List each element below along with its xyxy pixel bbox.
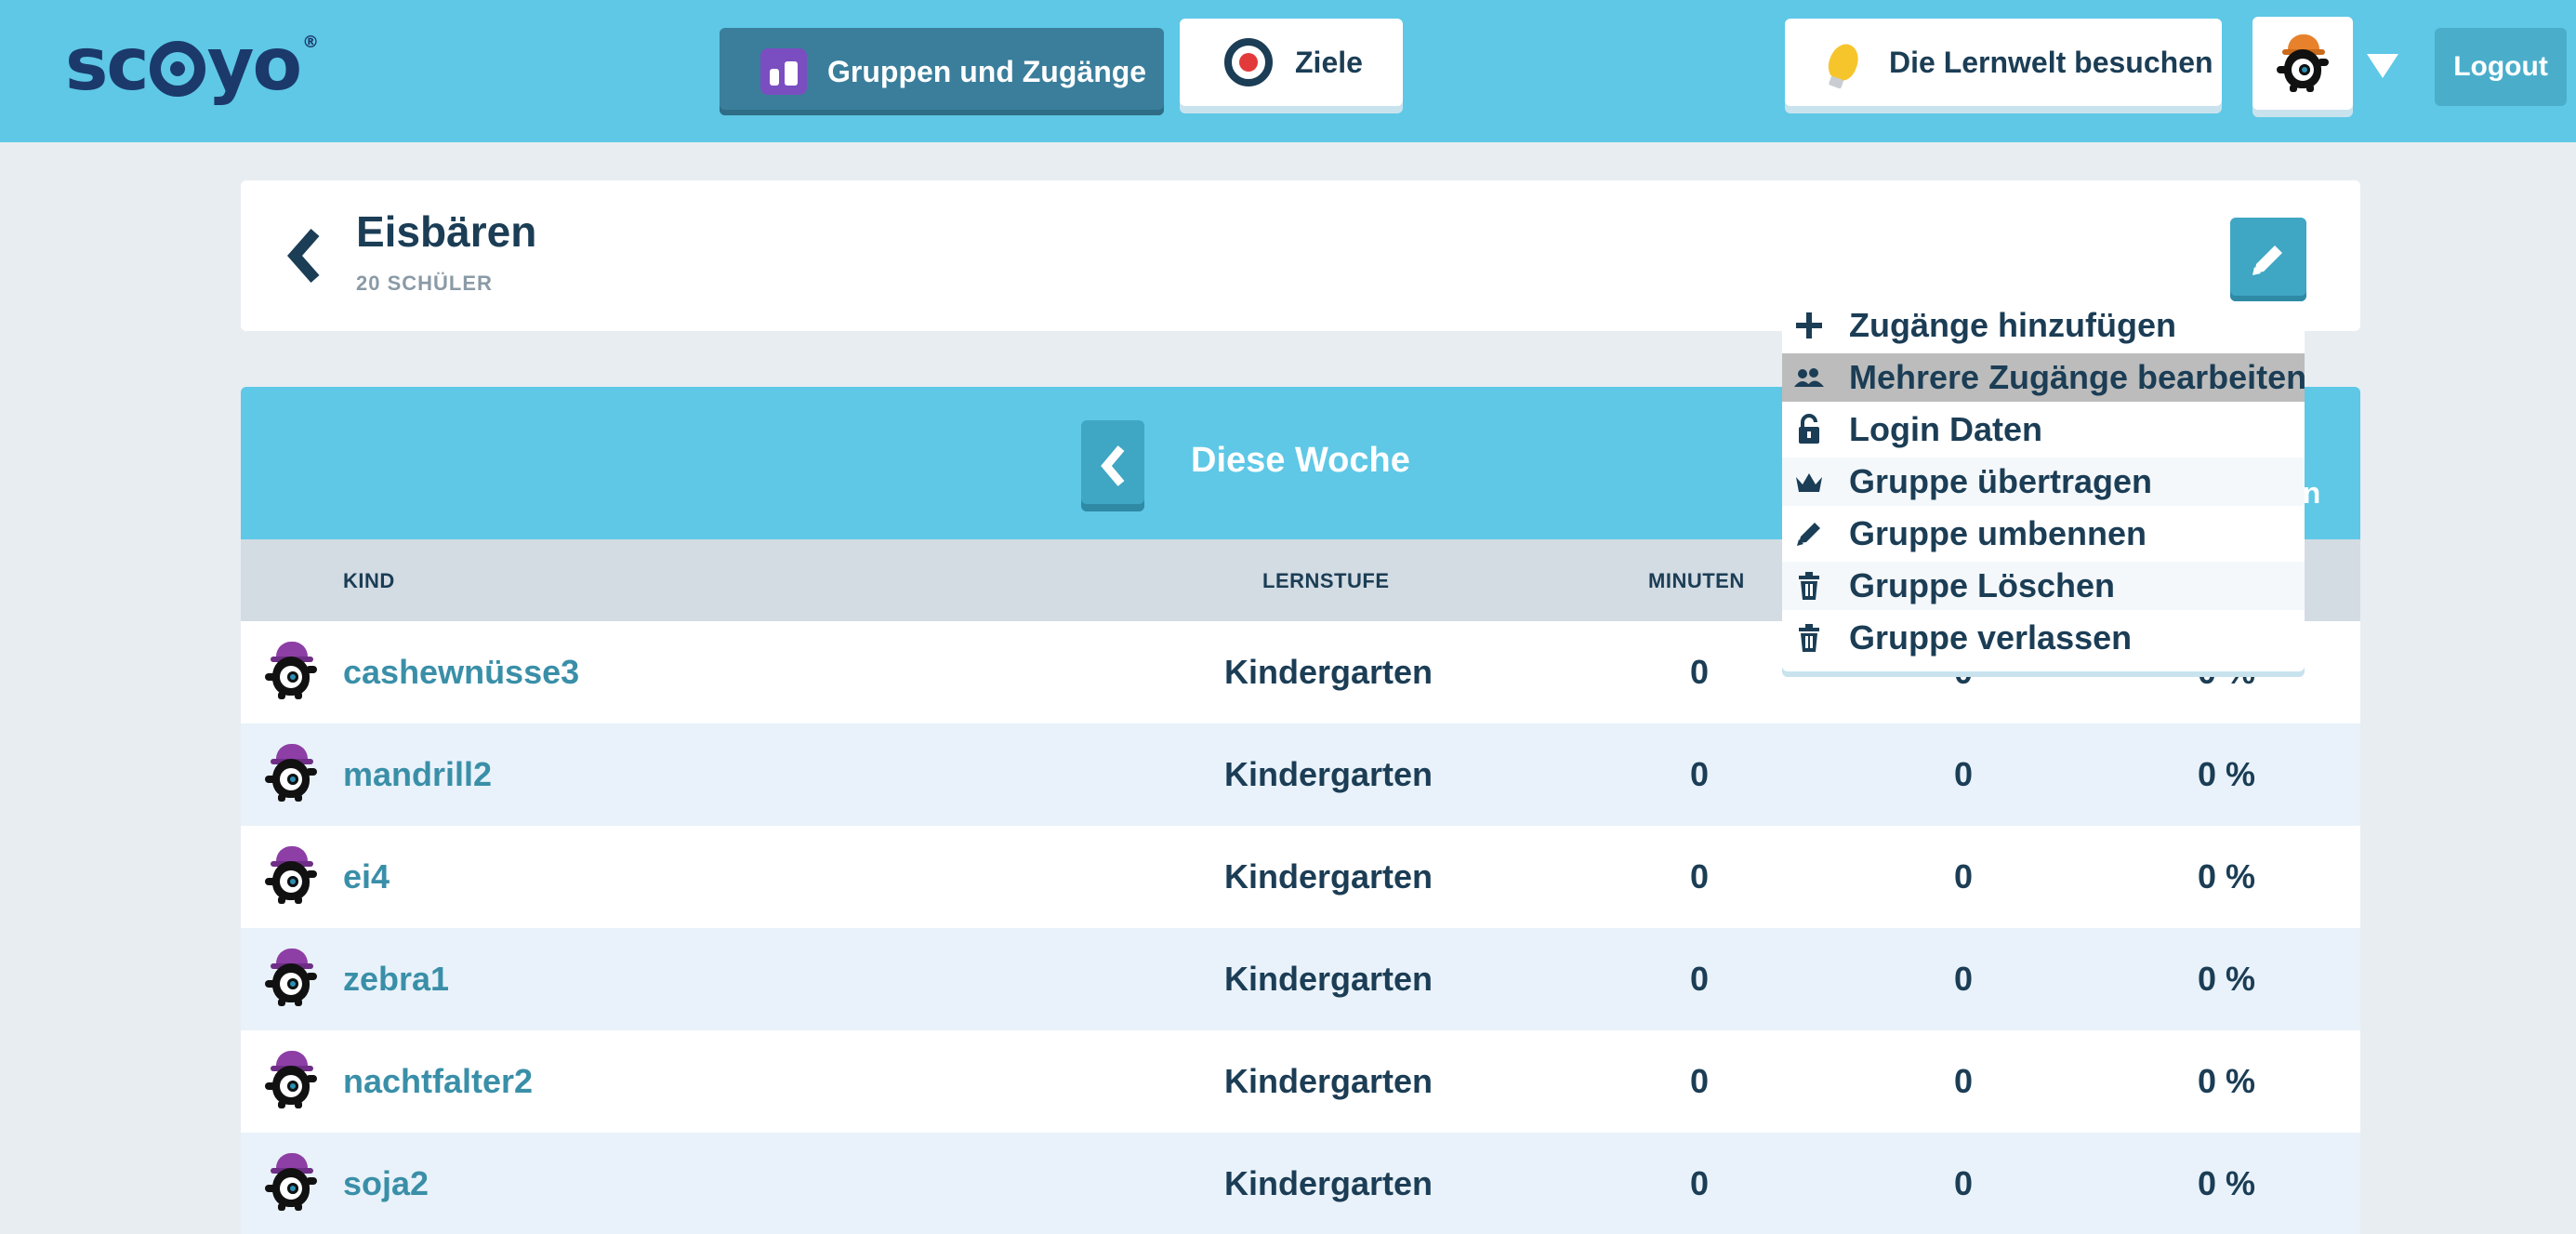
student-name-link[interactable]: ei4 bbox=[343, 857, 390, 896]
percent-cell: 0 % bbox=[2198, 1164, 2256, 1202]
value-cell: 0 bbox=[1954, 960, 1974, 998]
student-avatar bbox=[265, 949, 317, 1006]
minutes-cell: 0 bbox=[1690, 857, 1710, 896]
logout-button[interactable]: Logout bbox=[2435, 28, 2567, 106]
menu-item-label: Gruppe umbennen bbox=[1849, 514, 2147, 552]
plus-icon bbox=[1793, 310, 1825, 341]
student-name-link[interactable]: nachtfalter2 bbox=[343, 1062, 534, 1100]
logo-wordmark: sc yo ® bbox=[65, 23, 319, 107]
menu-item-rename-group[interactable]: Gruppe umbennen bbox=[1782, 510, 2305, 558]
column-header-kind[interactable]: KIND bbox=[343, 569, 395, 592]
level-cell: Kindergarten bbox=[1224, 653, 1433, 691]
menu-item-leave-group[interactable]: Gruppe verlassen bbox=[1782, 614, 2305, 662]
trash-icon bbox=[1793, 622, 1825, 654]
menu-item-label: Zugänge hinzufügen bbox=[1849, 306, 2176, 344]
student-avatar bbox=[265, 846, 317, 904]
student-avatar bbox=[265, 1051, 317, 1108]
percent-cell: 0 % bbox=[2198, 755, 2256, 793]
table-row[interactable]: cashewnüsse3 Kindergarten 0 0 0 % bbox=[241, 621, 2360, 723]
menu-item-transfer-group[interactable]: Gruppe übertragen bbox=[1782, 458, 2305, 506]
table-row[interactable]: ei4 Kindergarten 0 0 0 % bbox=[241, 826, 2360, 928]
student-avatar bbox=[265, 642, 317, 699]
value-cell: 0 bbox=[1954, 857, 1974, 896]
groups-icon bbox=[760, 48, 807, 95]
student-name-link[interactable]: mandrill2 bbox=[343, 755, 493, 793]
menu-item-add-access[interactable]: Zugänge hinzufügen bbox=[1782, 301, 2305, 350]
trash-icon bbox=[1793, 570, 1825, 602]
student-name-link[interactable]: soja2 bbox=[343, 1164, 429, 1202]
users-icon bbox=[1793, 362, 1825, 393]
pencil-icon bbox=[2252, 245, 2282, 275]
level-cell: Kindergarten bbox=[1224, 755, 1433, 793]
unlock-icon bbox=[1793, 414, 1825, 445]
previous-week-button[interactable] bbox=[1081, 420, 1144, 511]
edit-group-button[interactable] bbox=[2230, 218, 2306, 301]
student-name-link[interactable]: cashewnüsse3 bbox=[343, 653, 580, 691]
menu-item-label: Gruppe verlassen bbox=[1849, 618, 2133, 657]
percent-cell: 0 % bbox=[2198, 960, 2256, 998]
value-cell: 0 bbox=[1954, 1164, 1974, 1202]
percent-cell: 0 % bbox=[2198, 1062, 2256, 1100]
nav-goals-button[interactable]: Ziele bbox=[1180, 19, 1403, 106]
logo-text-end: yo bbox=[206, 23, 302, 107]
menu-item-login-data[interactable]: Login Daten bbox=[1782, 405, 2305, 454]
level-cell: Kindergarten bbox=[1224, 1062, 1433, 1100]
logo-registered-mark: ® bbox=[302, 33, 319, 52]
nav-groups-label: Gruppen und Zugänge bbox=[827, 54, 1147, 88]
menu-item-label: Gruppe Löschen bbox=[1849, 566, 2116, 604]
column-header-level[interactable]: LERNSTUFE bbox=[1262, 569, 1390, 592]
week-label: Diese Woche bbox=[1191, 441, 1410, 480]
level-cell: Kindergarten bbox=[1224, 857, 1433, 896]
group-actions-menu: Zugänge hinzufügen Mehrere Zugänge bearb… bbox=[1782, 301, 2307, 671]
value-cell: 0 bbox=[1954, 755, 1974, 793]
target-icon bbox=[1224, 38, 1273, 86]
nav-world-label: Die Lernwelt besuchen bbox=[1889, 45, 2213, 79]
top-bar: sc yo ® Gruppen und Zugänge Ziele Die Ler… bbox=[0, 0, 2576, 142]
user-avatar-button[interactable] bbox=[2252, 17, 2353, 110]
page-title: Eisbären bbox=[356, 207, 537, 256]
student-avatar bbox=[265, 1153, 317, 1211]
lightbulb-icon bbox=[1824, 40, 1863, 85]
menu-item-label: Gruppe übertragen bbox=[1849, 462, 2153, 500]
level-cell: Kindergarten bbox=[1224, 960, 1433, 998]
logo-text-start: sc bbox=[65, 23, 150, 107]
column-header-minutes[interactable]: MINUTEN bbox=[1648, 569, 1745, 592]
pencil-icon bbox=[1793, 518, 1825, 550]
minutes-cell: 0 bbox=[1690, 960, 1710, 998]
menu-item-edit-multiple-access[interactable]: Mehrere Zugänge bearbeiten bbox=[1782, 353, 2307, 402]
crown-icon bbox=[1793, 466, 1825, 498]
table-row[interactable]: mandrill2 Kindergarten 0 0 0 % bbox=[241, 723, 2360, 826]
student-name-link[interactable]: zebra1 bbox=[343, 960, 450, 998]
nav-groups-button[interactable]: Gruppen und Zugänge bbox=[720, 28, 1164, 115]
logo-eye-icon bbox=[149, 41, 205, 97]
minutes-cell: 0 bbox=[1690, 1062, 1710, 1100]
nav-goals-label: Ziele bbox=[1295, 45, 1363, 79]
visit-learning-world-button[interactable]: Die Lernwelt besuchen bbox=[1785, 19, 2222, 106]
value-cell: 0 bbox=[1954, 1062, 1974, 1100]
menu-item-delete-group[interactable]: Gruppe Löschen bbox=[1782, 562, 2305, 610]
minutes-cell: 0 bbox=[1690, 755, 1710, 793]
level-cell: Kindergarten bbox=[1224, 1164, 1433, 1202]
table-row[interactable]: soja2 Kindergarten 0 0 0 % bbox=[241, 1133, 2360, 1234]
student-count: 20 SCHÜLER bbox=[356, 272, 493, 295]
scoyo-logo[interactable]: sc yo ® bbox=[65, 23, 319, 107]
chevron-left-icon bbox=[1101, 445, 1125, 486]
student-avatar bbox=[265, 744, 317, 802]
menu-item-label: Login Daten bbox=[1849, 410, 2042, 448]
table-row[interactable]: zebra1 Kindergarten 0 0 0 % bbox=[241, 928, 2360, 1030]
minutes-cell: 0 bbox=[1690, 1164, 1710, 1202]
avatar bbox=[2277, 34, 2329, 92]
menu-item-label: Mehrere Zugänge bearbeiten bbox=[1849, 358, 2307, 396]
back-arrow-icon[interactable] bbox=[285, 227, 323, 285]
table-row[interactable]: nachtfalter2 Kindergarten 0 0 0 % bbox=[241, 1030, 2360, 1133]
group-header-card: Eisbären 20 SCHÜLER bbox=[241, 180, 2360, 331]
chevron-down-icon[interactable] bbox=[2367, 54, 2398, 78]
minutes-cell: 0 bbox=[1690, 653, 1710, 691]
percent-cell: 0 % bbox=[2198, 857, 2256, 896]
